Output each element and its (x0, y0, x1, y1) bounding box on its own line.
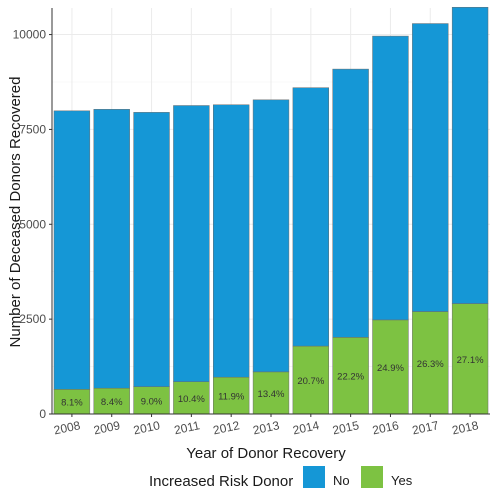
legend: Increased Risk Donor No Yes (149, 466, 413, 490)
data-label-2012: 11.9% (218, 392, 245, 403)
bar-yes-2012 (213, 376, 250, 415)
legend-swatch-no (303, 466, 325, 488)
y-tick-label: 7500 (19, 122, 46, 136)
data-label-2018: 27.1% (457, 355, 484, 366)
bar-no-2012 (213, 104, 250, 378)
data-label-2009: 8.4% (101, 397, 123, 408)
x-tick-labels: 2008 2009 2010 2011 2012 2013 2014 2015 2016 2017… (53, 414, 480, 437)
x-axis-title: Year of Donor Recovery (186, 445, 346, 462)
x-tick-label-2009: 2009 (92, 418, 121, 437)
bar-no-2011 (173, 105, 210, 382)
bar-no-2009 (93, 109, 130, 389)
y-tick-label: 5000 (19, 217, 46, 231)
bar-no-2015 (332, 68, 369, 338)
data-labels: 8.1% 8.4% 9.0% 10.4% 11.9% 13.4% 20.7% 22.2% 24.… (61, 355, 484, 409)
data-label-2014: 20.7% (297, 376, 324, 387)
legend-label-yes: Yes (391, 473, 413, 488)
x-tick-label-2017: 2017 (411, 418, 440, 437)
bar-yes-2017 (412, 311, 449, 415)
x-tick-label-2012: 2012 (212, 418, 241, 437)
y-tick-label: 10000 (13, 28, 47, 42)
x-tick-label-2010: 2010 (132, 418, 161, 437)
data-label-2011: 10.4% (178, 394, 205, 405)
bar-no-2014 (292, 87, 329, 347)
bar-no-2010 (133, 112, 170, 387)
bar-no-2016 (372, 35, 409, 321)
bar-yes-2009 (93, 387, 130, 415)
bar-yes-2008 (53, 389, 91, 415)
y-tick-label: 0 (39, 407, 46, 421)
y-tick-labels: 0 2500 5000 7500 10000 (13, 28, 52, 421)
bar-yes-2010 (133, 386, 170, 415)
x-tick-label-2013: 2013 (252, 418, 281, 437)
x-tick-label-2018: 2018 (451, 418, 480, 437)
y-tick-label: 2500 (19, 312, 46, 326)
data-label-2008: 8.1% (61, 398, 83, 409)
data-label-2010: 9.0% (141, 396, 163, 407)
y-axis-title: Number of Deceased Donors Recovered (7, 77, 24, 348)
bar-yes-2018 (451, 303, 489, 415)
bar-yes-2016 (372, 319, 409, 415)
bar-yes-2014 (292, 345, 329, 415)
data-label-2013: 13.4% (258, 389, 285, 400)
legend-label-no: No (333, 473, 350, 488)
data-label-2015: 22.2% (337, 372, 364, 383)
bar-no-2017 (412, 23, 449, 312)
x-tick-label-2016: 2016 (371, 418, 400, 437)
x-tick-label-2008: 2008 (53, 418, 82, 437)
legend-title: Increased Risk Donor (149, 473, 293, 490)
bar-yes-2011 (173, 381, 210, 415)
bar-no-2018 (451, 6, 489, 304)
data-label-2017: 26.3% (417, 359, 444, 370)
bars (53, 6, 489, 415)
x-tick-label-2015: 2015 (331, 418, 360, 437)
legend-swatch-yes (361, 466, 383, 488)
bar-no-2008 (53, 110, 91, 390)
data-label-2016: 24.9% (377, 363, 404, 374)
x-tick-label-2011: 2011 (173, 418, 201, 437)
x-tick-label-2014: 2014 (291, 418, 320, 437)
bar-no-2013 (252, 99, 290, 373)
